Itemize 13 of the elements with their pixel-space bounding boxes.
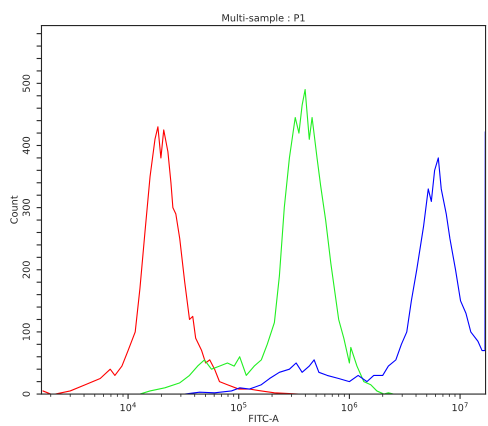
y-tick-label: 100: [22, 323, 30, 340]
y-axis-title: Count: [10, 196, 18, 224]
y-tick-label: 200: [22, 261, 30, 278]
y-tick-label: 500: [22, 74, 30, 92]
x-tick-label: 10$^{6}$: [342, 402, 358, 412]
x-tick-label: 10$^{4}$: [120, 402, 136, 412]
x-axis-title: FITC-A: [249, 414, 279, 422]
y-tick-label: 0: [22, 392, 30, 396]
y-tick-label: 300: [22, 198, 30, 216]
chart-title: Multi-sample : P1: [222, 14, 305, 24]
x-tick-label: 10$^{7}$: [452, 402, 468, 412]
x-tick-label: 10$^{5}$: [231, 402, 246, 412]
y-tick-label: 400: [22, 136, 30, 154]
